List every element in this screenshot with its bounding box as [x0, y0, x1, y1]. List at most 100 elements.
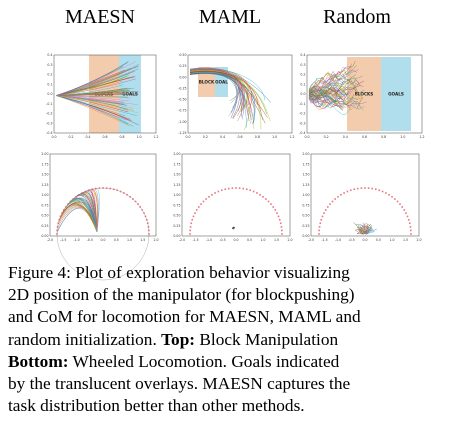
com-trajectory — [90, 188, 98, 233]
maml-top-ytick: -0.75 — [178, 109, 186, 113]
maml-goal-marker — [276, 212, 278, 214]
random-top-xtick: 0.8 — [381, 135, 386, 139]
random-goals-overlay — [381, 57, 411, 131]
maml-goal-marker — [217, 190, 220, 193]
com-trajectory — [64, 200, 98, 233]
random-bottom-xtick: -0.5 — [348, 238, 354, 242]
random-top-ytick: 0.2 — [300, 73, 305, 77]
maesn-top-xtick: 1.0 — [136, 135, 141, 139]
maml-goal-marker — [190, 222, 193, 225]
title-random: Random — [323, 6, 391, 28]
random-top-ytick: 0.0 — [300, 92, 305, 96]
trajectory-line — [189, 67, 240, 108]
maesn-goal-marker — [98, 187, 101, 189]
trajectory-line — [308, 71, 351, 93]
com-trajectory — [232, 227, 235, 229]
maml-bottom-ytick: 2.00 — [173, 152, 180, 156]
random-goal-marker — [329, 203, 331, 205]
maesn-goal-marker — [134, 200, 137, 203]
random-bottom-xtick: -1.0 — [335, 238, 341, 242]
maesn-top-xtick: 0.6 — [102, 135, 107, 139]
trajectory-line — [55, 67, 131, 96]
trajectory-line — [308, 94, 349, 105]
maesn-bottom-xtick: -2.0 — [47, 238, 53, 242]
maml-bottom-axes: -2.0 -1.5 -1.0 -0.5 0.0 0.5 1.0 1.5 2.0 2.00 1.75 1… — [173, 152, 292, 242]
random-goal-marker — [391, 195, 393, 198]
title-maesn: MAESN — [64, 6, 135, 28]
plot-random-blocks: BLOCKS GOALS 0.0 0.2 0.4 0.6 0.8 1.0 1.2 0.4 0.3 0.… — [299, 50, 425, 142]
maml-goal-marker — [189, 229, 191, 232]
maesn-goal-marker — [102, 187, 104, 189]
random-bottom-ytick: 0.75 — [302, 203, 309, 207]
maesn-bottom-ytick: 0.25 — [41, 224, 48, 228]
maesn-top-ytick: 0.3 — [47, 63, 52, 67]
random-top-xtick: 0.6 — [362, 135, 367, 139]
maml-goal-marker — [231, 187, 234, 189]
maesn-top-xtick: 0.0 — [51, 135, 56, 139]
random-bottom-frame — [310, 153, 420, 237]
random-blocks-overlay-label: BLOCKS — [355, 92, 374, 97]
trajectory-line — [308, 67, 353, 94]
maml-top-xtick: 0.0 — [185, 135, 190, 139]
maml-bottom-ytick: 1.50 — [173, 173, 180, 177]
random-bottom-ytick: 1.75 — [302, 162, 309, 166]
maesn-top-ytick: -0.1 — [46, 102, 52, 106]
maesn-bottom-ytick: 1.75 — [41, 162, 48, 166]
plot-random-locomotion: -2.0 -1.5 -1.0 -0.5 0.0 0.5 1.0 1.5 2.0 2.00 1.75 1… — [302, 150, 425, 246]
trajectory-line — [55, 68, 139, 96]
random-goal-marker — [331, 200, 334, 203]
random-top-xtick: 1.0 — [400, 135, 405, 139]
trajectory-line — [308, 73, 363, 92]
random-goal-marker — [360, 187, 363, 189]
maesn-goal-marker — [112, 188, 115, 191]
maml-goal-marker — [265, 198, 267, 200]
maml-top-ytick: -1.25 — [178, 131, 186, 135]
random-goal-marker — [343, 192, 345, 194]
maml-goals-overlay-label: GOAL — [215, 80, 228, 85]
maesn-bottom-axes: -2.0 -1.5 -1.0 -0.5 0.0 0.5 1.0 1.5 2.0 2.00 1.75 1… — [41, 152, 158, 242]
maml-bottom-xtick: 1.0 — [260, 238, 265, 242]
random-goal-marker — [321, 215, 324, 218]
random-bottom-xtick: 1.0 — [389, 238, 394, 242]
maml-top-ytick: -0.50 — [178, 98, 186, 102]
com-trajectory — [64, 200, 98, 233]
maesn-goal-marker — [119, 190, 122, 193]
trajectory-line — [55, 88, 131, 96]
random-bottom-xtick: -2.0 — [308, 238, 314, 242]
random-goal-marker — [320, 218, 323, 221]
random-goal-marker — [337, 195, 339, 198]
maml-bottom-xtick: 1.5 — [274, 238, 279, 242]
maml-goal-marker — [197, 206, 200, 208]
maml-blocks-overlay-label: BLOCK — [199, 80, 215, 85]
trajectory-line — [55, 66, 124, 96]
caption-line-6: by the translucent overlays. MAESN captu… — [8, 373, 351, 393]
maesn-goal-marker — [148, 229, 150, 232]
trajectory-line — [308, 94, 344, 111]
random-goal-marker — [349, 189, 352, 192]
trajectory-line — [55, 95, 127, 121]
maesn-goal-marker — [144, 215, 147, 218]
maml-top-ytick: -1.00 — [178, 120, 186, 124]
maesn-bottom-xtick: 1.0 — [127, 238, 132, 242]
random-top-xtick: 1.2 — [419, 135, 424, 139]
random-goal-marker — [388, 193, 390, 196]
random-goal-marker — [406, 215, 409, 218]
maml-goal-marker — [220, 189, 223, 192]
trajectory-line — [189, 72, 242, 112]
random-goal-marker — [367, 187, 370, 189]
random-goal-marker — [385, 192, 387, 194]
maesn-goal-marker — [146, 222, 149, 225]
com-trajectory — [366, 228, 376, 235]
maml-goal-marker — [235, 187, 237, 189]
maesn-goal-marker — [75, 195, 77, 198]
trajectory-line — [55, 95, 139, 114]
maesn-goal-marker — [137, 203, 139, 205]
random-goal-marker — [324, 209, 327, 211]
random-goal-marker — [408, 222, 411, 225]
random-top-axes: 0.0 0.2 0.4 0.6 0.8 1.0 1.2 0.4 0.3 0.2 0.1 0.0 -0.1… — [299, 53, 424, 139]
trajectory-line — [308, 86, 339, 101]
trajectory-line — [308, 97, 343, 110]
random-goal-marker — [357, 187, 359, 190]
maml-goal-marker — [205, 198, 207, 200]
random-goal-marker — [353, 188, 356, 191]
